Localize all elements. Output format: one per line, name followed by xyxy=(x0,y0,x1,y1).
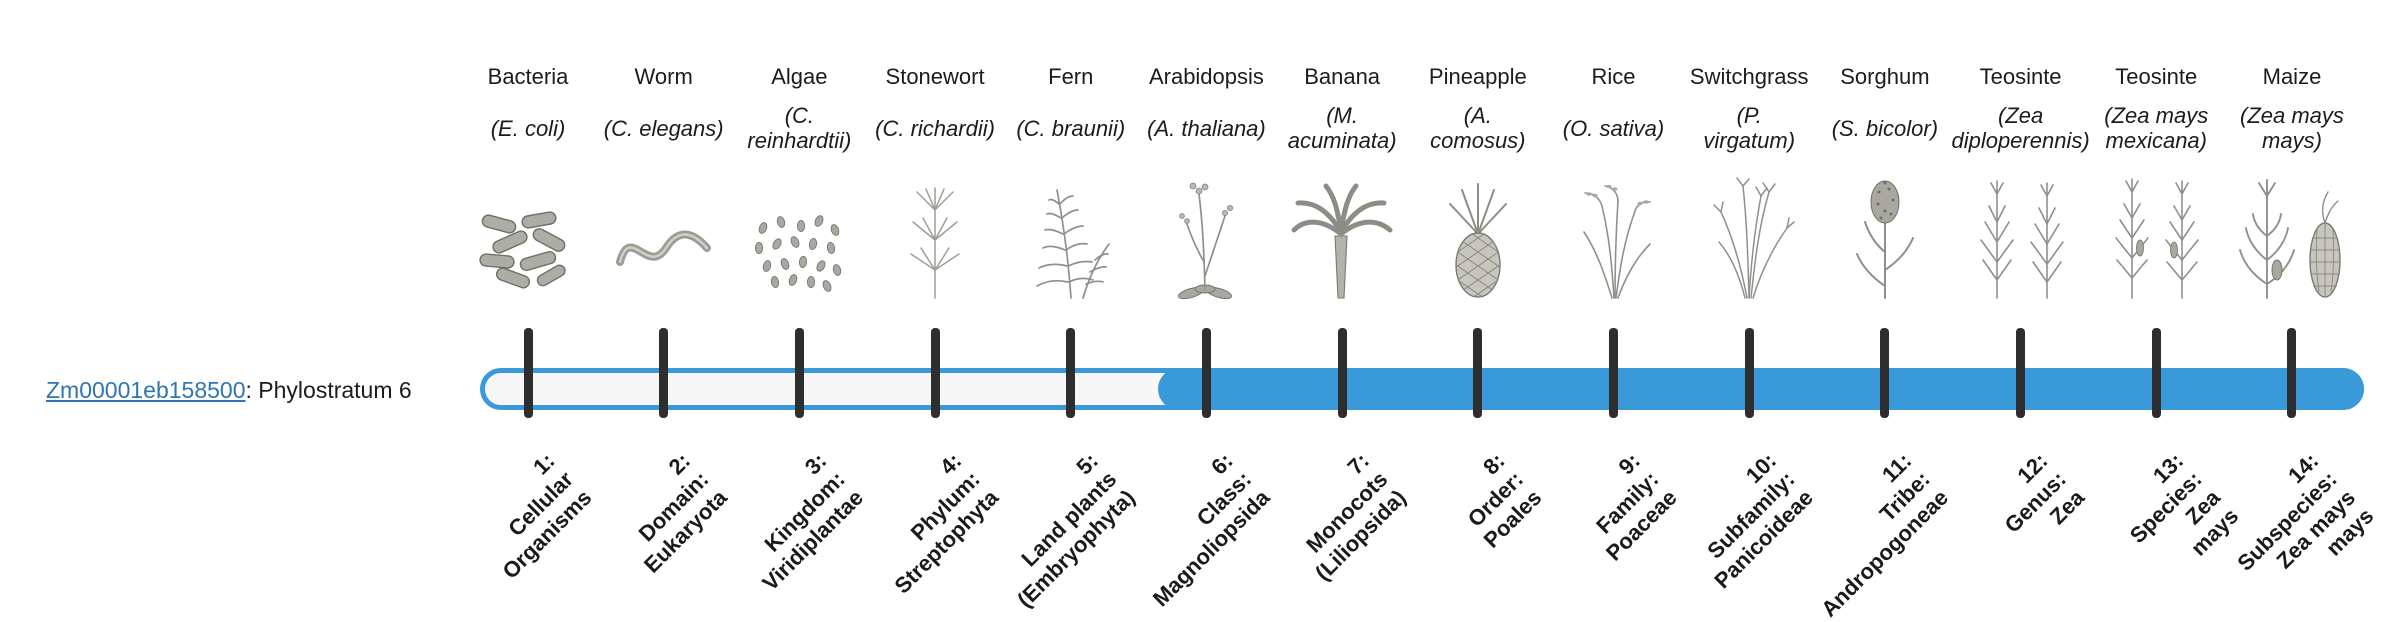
stratum-tick xyxy=(1337,328,1347,418)
stratum-tick xyxy=(794,328,804,418)
organism-common-name: Fern xyxy=(1048,64,1094,89)
stratum-column-7: Banana (M. acuminata) 7: Monocots (Lilio… xyxy=(1274,0,1411,585)
stratum-column-12: Teosinte (Zea diploperennis) 12: Genus: … xyxy=(1951,0,2090,580)
fern-icon xyxy=(1003,166,1139,300)
stratum-column-5: Fern (C. braunii) 5: Land plants (Embryo… xyxy=(1003,0,1139,612)
organism-scientific-name: (M. acuminata) xyxy=(1287,103,1397,153)
organism-scientific-name: (C. elegans) xyxy=(603,115,724,141)
stratum-column-10: Switchgrass (P. virgatum) 10: Subfamily:… xyxy=(1681,0,1818,593)
stonewort-icon xyxy=(867,166,1003,300)
organism-scientific-name: (Zea mays mays) xyxy=(2240,103,2344,153)
organism-scientific-name: (C. richardii) xyxy=(875,115,995,141)
organism-scientific-name: (E. coli) xyxy=(490,115,566,141)
organism-common-name: Teosinte xyxy=(2115,64,2198,89)
stratum-tick xyxy=(1066,328,1076,418)
organism-common-name: Sorghum xyxy=(1840,64,1930,89)
stage-label-text: 8: Order: Poales xyxy=(1462,448,1547,553)
gene-id-link[interactable]: Zm00001eb158500 xyxy=(46,377,246,403)
stratum-tick xyxy=(2016,328,2026,418)
stage-label-text: 4: Phylum: Streptophyta xyxy=(889,448,1004,599)
stratum-tick xyxy=(523,328,533,418)
bacteria-icon xyxy=(460,166,596,300)
organism-scientific-name: (A. comosus) xyxy=(1430,103,1526,153)
organism-scientific-name: (Zea mays mexicana) xyxy=(2104,103,2209,153)
stratum-column-9: Rice (O. sativa) 9: Family: Poaceae xyxy=(1546,0,1682,580)
organism-common-name: Arabidopsis xyxy=(1148,64,1264,89)
stage-label-text: 7: Monocots (Liliopsida) xyxy=(1301,448,1411,586)
stage-label-text: 2: Domain: Eukaryota xyxy=(633,448,733,578)
stage-label-text: 1: Cellular Organisms xyxy=(497,448,597,584)
timeline-fill xyxy=(1158,368,2364,410)
organism-common-name: Rice xyxy=(1591,64,1636,89)
organism-common-name: Bacteria xyxy=(487,64,569,89)
organism-common-name: Switchgrass xyxy=(1689,64,1809,89)
pineapple-icon xyxy=(1410,166,1546,300)
organism-common-name: Maize xyxy=(2262,64,2322,89)
stratum-column-13: Teosinte (Zea mays mexicana) 13: Species… xyxy=(2088,0,2243,580)
stratum-column-4: Stonewort (C. richardii) 4: Phylum: Stre… xyxy=(867,0,1003,598)
organism-scientific-name: (C. reinhardtii) xyxy=(747,103,852,153)
teosinte-diplo-icon xyxy=(1953,166,2089,300)
sorghum-icon xyxy=(1817,166,1953,300)
stage-label-text: 3: Kingdom: Viridiplantae xyxy=(757,448,868,596)
stratum-tick xyxy=(1744,328,1754,418)
organism-scientific-name: (A. thaliana) xyxy=(1147,115,1266,141)
stratum-tick xyxy=(1609,328,1619,418)
stratum-column-6: Arabidopsis (A. thaliana) 6: Class: Magn… xyxy=(1138,0,1275,611)
organism-common-name: Stonewort xyxy=(885,64,985,89)
stage-label-text: 9: Family: Poaceae xyxy=(1591,448,1682,566)
stratum-column-8: Pineapple (A. comosus) 8: Order: Poales xyxy=(1410,0,1546,580)
arabidopsis-icon xyxy=(1138,166,1274,300)
organism-common-name: Teosinte xyxy=(1979,64,2062,89)
worm-icon xyxy=(596,166,732,300)
gene-phylostratum-text: : Phylostratum 6 xyxy=(245,377,412,403)
stratum-column-3: Algae (C. reinhardtii) 3: Kingdom: Virid… xyxy=(731,0,867,596)
gene-label: Zm00001eb158500: Phylostratum 6 xyxy=(46,377,412,404)
organism-common-name: Algae xyxy=(771,64,828,89)
stratum-tick xyxy=(2287,328,2297,418)
algae-icon xyxy=(731,166,867,300)
stratum-tick xyxy=(2151,328,2161,418)
stratum-column-14: Maize (Zea mays mays) 14: Subspecies: Ze… xyxy=(2224,0,2379,580)
stratum-tick xyxy=(1880,328,1890,418)
maize-icon xyxy=(2224,166,2360,300)
organism-scientific-name: (P. virgatum) xyxy=(1703,103,1796,153)
stratum-tick xyxy=(1473,328,1483,418)
rice-icon xyxy=(1546,166,1682,300)
stratum-column-2: Worm (C. elegans) 2: Domain: Eukaryota xyxy=(596,0,732,580)
stratum-tick xyxy=(659,328,669,418)
stratum-tick xyxy=(930,328,940,418)
stage-label-text: 12: Genus: Zea xyxy=(1999,448,2090,538)
organism-scientific-name: (C. braunii) xyxy=(1016,115,1126,141)
stage-label-text: 14: Subspecies: Zea mays mays xyxy=(2232,448,2379,576)
organism-common-name: Worm xyxy=(634,64,693,89)
organism-common-name: Banana xyxy=(1304,64,1381,89)
organism-scientific-name: (Zea diploperennis) xyxy=(1951,103,2090,153)
stratum-column-11: Sorghum (S. bicolor) 11: Tribe: Andropog… xyxy=(1816,0,1953,622)
stratum-tick xyxy=(1201,328,1211,418)
stratum-column-1: Bacteria (E. coli) 1: Cellular Organisms xyxy=(460,0,596,584)
organism-common-name: Pineapple xyxy=(1428,64,1527,89)
teosinte-mex-icon xyxy=(2088,166,2224,300)
organism-scientific-name: (S. bicolor) xyxy=(1831,115,1939,141)
banana-icon xyxy=(1274,166,1410,300)
switchgrass-icon xyxy=(1681,166,1817,300)
organism-scientific-name: (O. sativa) xyxy=(1562,115,1665,141)
